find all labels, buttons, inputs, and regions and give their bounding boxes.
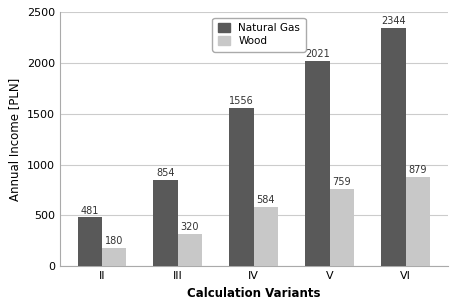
Y-axis label: Annual Income [PLN]: Annual Income [PLN]	[8, 78, 21, 201]
Bar	[253, 207, 278, 266]
Legend: Natural Gas, Wood: Natural Gas, Wood	[212, 18, 305, 51]
Bar	[101, 248, 126, 266]
Text: 320: 320	[180, 222, 199, 232]
Text: 584: 584	[256, 195, 274, 205]
Text: 2021: 2021	[304, 49, 329, 59]
Text: 854: 854	[156, 168, 175, 178]
Bar	[329, 189, 353, 266]
Text: 2344: 2344	[380, 16, 405, 26]
Text: 879: 879	[408, 165, 426, 175]
Bar	[77, 217, 101, 266]
Text: 759: 759	[332, 177, 350, 187]
Bar	[380, 28, 405, 266]
Bar	[177, 234, 202, 266]
Bar	[229, 108, 253, 266]
Text: 1556: 1556	[229, 96, 253, 106]
Bar	[153, 180, 177, 266]
Text: 180: 180	[105, 236, 123, 246]
Bar	[305, 61, 329, 266]
X-axis label: Calculation Variants: Calculation Variants	[187, 287, 320, 300]
Text: 481: 481	[80, 205, 99, 216]
Bar	[405, 177, 429, 266]
